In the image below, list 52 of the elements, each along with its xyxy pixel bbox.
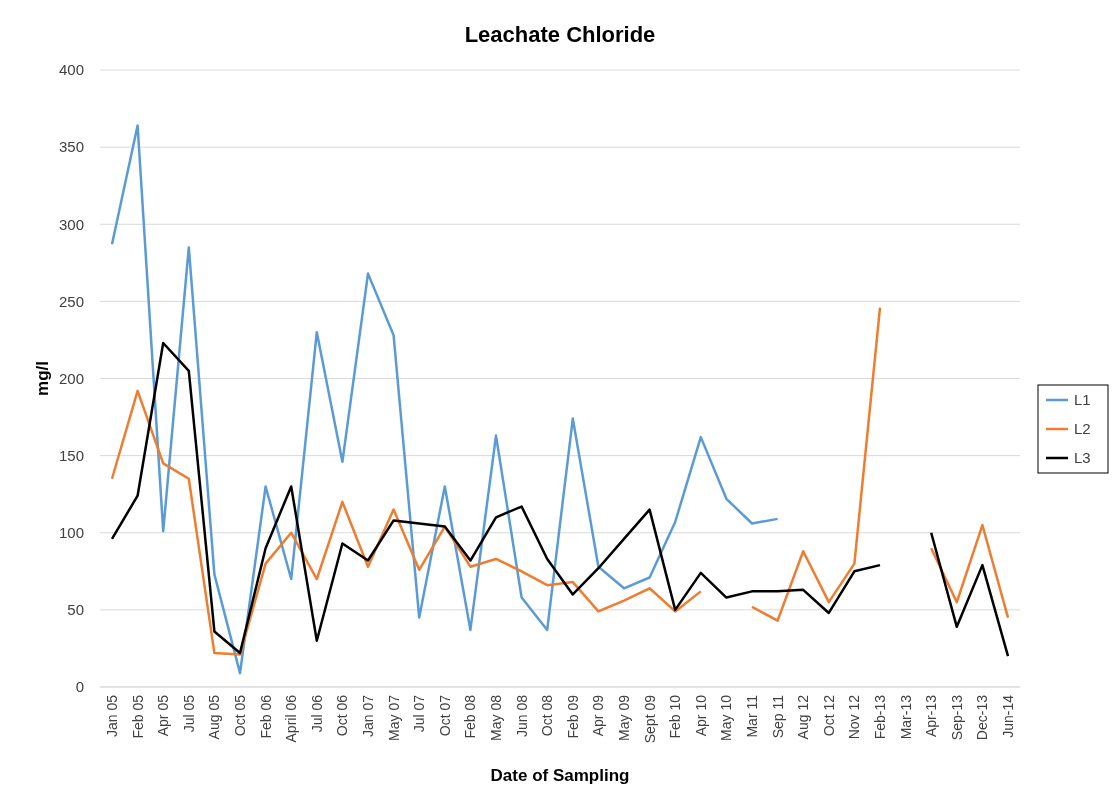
x-tick-label: Aug 05 [206, 694, 223, 740]
y-tick-label: 50 [67, 601, 84, 619]
x-tick-label: Jul 05 [180, 694, 197, 733]
x-tick-label: May 08 [488, 694, 504, 741]
x-tick-label: Sept 09 [641, 694, 658, 744]
y-tick-label: 350 [58, 138, 84, 156]
x-tick-label: Jul 06 [308, 694, 325, 733]
x-axis-title: Date of Sampling [490, 766, 630, 785]
x-tick-label: April 06 [283, 694, 300, 743]
y-tick-label: 150 [58, 446, 84, 464]
y-tick-label: 200 [58, 369, 84, 387]
x-tick-label: Feb-13 [872, 694, 888, 740]
x-tick-label: Dec-13 [974, 694, 991, 741]
x-tick-label: Feb 09 [564, 694, 581, 739]
x-tick-label: Apr-13 [923, 694, 940, 738]
legend-label: L1 [1074, 391, 1091, 409]
y-tick-label: 300 [58, 215, 84, 233]
x-tick-label: Aug 12 [795, 694, 812, 740]
x-tick-label: Feb 06 [257, 694, 274, 739]
line-series [110, 124, 779, 675]
x-tick-label: Oct 12 [820, 694, 837, 737]
y-tick-label: 250 [58, 292, 84, 310]
x-tick-label: Oct 08 [539, 694, 556, 737]
x-tick-label: Oct 05 [232, 694, 248, 737]
x-tick-label: Oct 07 [436, 694, 453, 737]
x-tick-label: Jun-14 [1000, 694, 1016, 738]
x-tick-label: Sep-13 [948, 694, 965, 741]
x-tick-label: May 10 [718, 694, 735, 741]
x-tick-label: Oct 06 [334, 694, 351, 737]
x-tick-label: Jun 08 [513, 694, 530, 738]
x-tick-label: Jan 05 [104, 694, 120, 738]
legend-label: L3 [1074, 449, 1091, 467]
x-tick-label: Nov 12 [846, 694, 863, 740]
x-tick-label: Apr 05 [155, 694, 172, 737]
x-tick-label: Apr 09 [590, 694, 607, 737]
y-axis-title: mg/l [33, 361, 52, 396]
x-tick-label: Mar-13 [897, 694, 914, 740]
x-tick-label: May 09 [616, 694, 632, 741]
y-tick-label: 100 [58, 524, 84, 541]
x-tick-label: May 07 [385, 694, 402, 741]
legend-label: L2 [1074, 420, 1091, 438]
x-tick-label: Feb 08 [462, 694, 479, 739]
chart-title: Leachate Chloride [464, 22, 656, 47]
y-tick-label: 400 [58, 61, 84, 79]
x-tick-label: Sep 11 [769, 694, 786, 739]
x-tick-label: Mar 11 [744, 694, 760, 738]
x-tick-label: Jan 07 [360, 694, 376, 738]
x-tick-label: Feb 05 [129, 694, 146, 739]
y-tick-label: 0 [75, 678, 84, 696]
x-tick-label: Feb 10 [667, 694, 684, 739]
x-tick-label: Apr 10 [692, 694, 709, 737]
x-tick-label: Jul 07 [411, 694, 428, 733]
